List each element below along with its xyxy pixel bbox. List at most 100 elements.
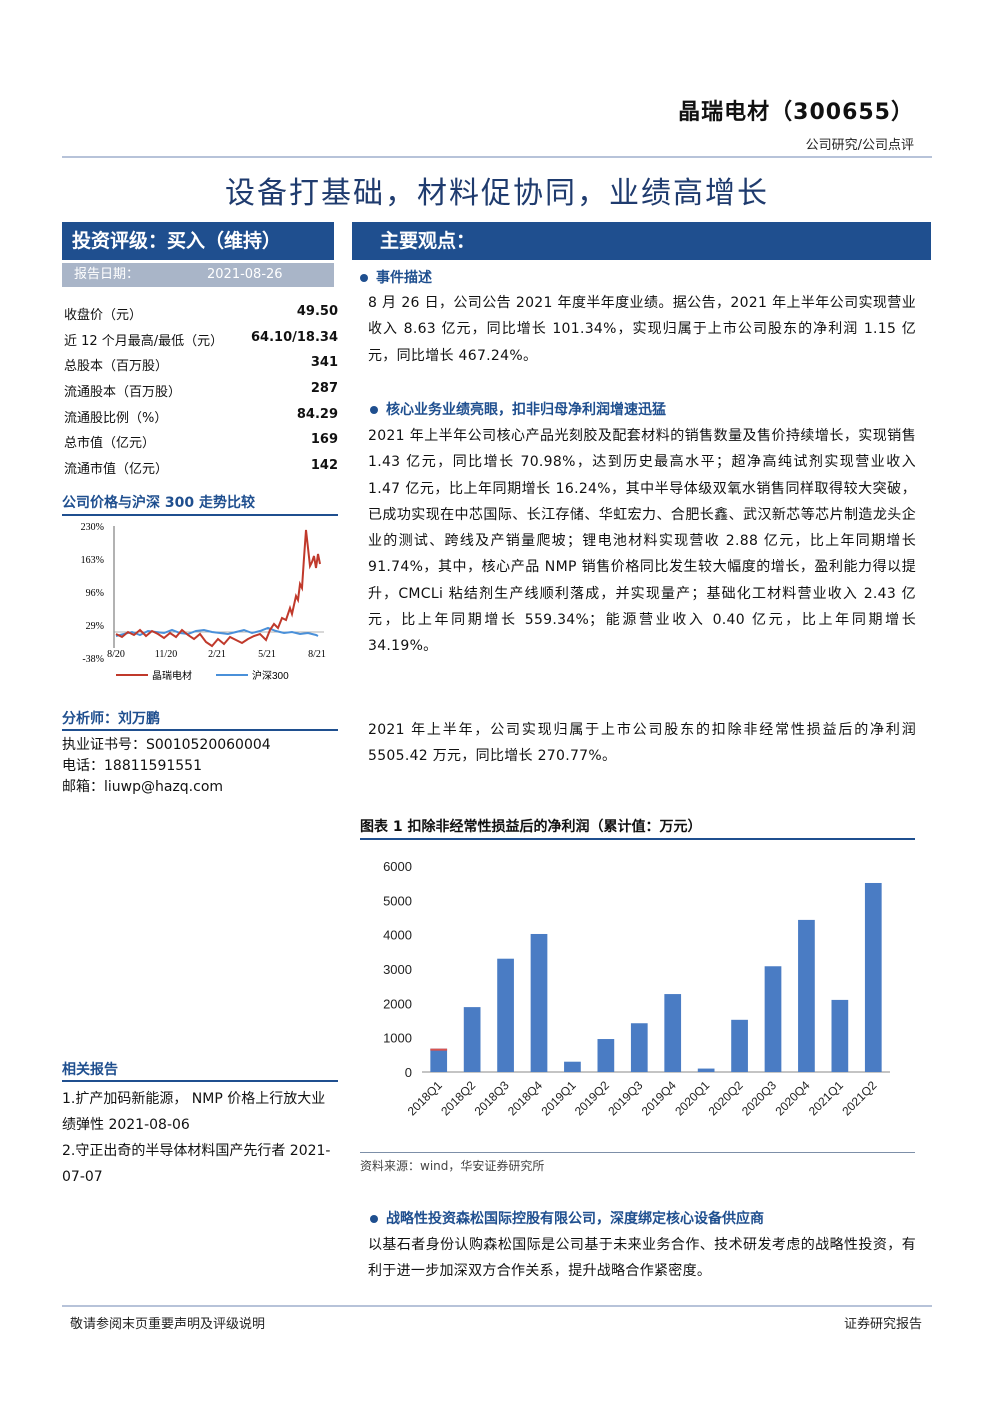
bar	[463, 1007, 481, 1072]
bar	[430, 1048, 448, 1072]
stat-key: 总股本（百万股）	[64, 359, 169, 375]
y-tick-label: 6000	[383, 859, 412, 874]
stat-value: 287	[310, 381, 338, 397]
section-title-event: 事件描述	[360, 267, 432, 287]
bullet-icon	[370, 1215, 378, 1223]
related-reports-list: 1.扩产加码新能源， NMP 价格上行放大业绩弹性 2021-08-06 2.守…	[62, 1086, 338, 1190]
stat-key: 近 12 个月最高/最低（元）	[64, 333, 224, 349]
section-title-text: 事件描述	[376, 270, 432, 286]
section-title-core-business: 核心业务业绩亮眼，扣非归母净利润增速迅猛	[370, 399, 666, 419]
x-tick-label: 2020Q2	[706, 1078, 746, 1118]
rating-banner: 投资评级：买入（维持）	[62, 222, 334, 260]
footer-disclaimer[interactable]: 敬请参阅末页重要声明及评级说明	[70, 1317, 266, 1332]
stat-row: 流通市值（亿元） 142	[62, 456, 338, 482]
legend-company-label: 晶瑞电材	[152, 669, 192, 682]
figure-title: 图表 1 扣除非经常性损益后的净利润（累计值：万元）	[360, 819, 702, 835]
stat-key: 流通股本（百万股）	[64, 385, 182, 401]
x-tick-label: 2021Q1	[806, 1078, 846, 1118]
section-text-event: 8 月 26 日，公司公告 2021 年度半年度业绩。据公告，2021 年上半年…	[368, 295, 916, 364]
legend-index-label: 沪深300	[252, 669, 289, 682]
stat-row: 总市值（亿元） 169	[62, 430, 338, 456]
section-title-strategic-investment: 战略性投资森松国际控股有限公司，深度绑定核心设备供应商	[370, 1208, 764, 1228]
analyst-phone: 电话：18811591551	[62, 758, 202, 774]
y-tick-label: 2000	[383, 996, 412, 1011]
x-tick-label: 2019Q2	[572, 1078, 612, 1118]
bar	[764, 966, 782, 1072]
stat-value: 64.10/18.34	[251, 329, 338, 345]
stat-value: 341	[310, 355, 338, 371]
bar	[564, 1061, 581, 1072]
analyst-title: 分析师：刘万鹏	[62, 711, 160, 727]
stat-row: 流通股本（百万股） 287	[62, 379, 338, 405]
header-divider	[62, 156, 932, 158]
y-tick-label: 0	[405, 1065, 412, 1080]
x-tick-label: 2018Q4	[505, 1078, 545, 1118]
bar	[798, 919, 815, 1072]
y-tick-label: 230%	[81, 522, 104, 533]
figure-source: 资料来源：wind，华安证券研究所	[360, 1159, 545, 1173]
x-tick-label: 2020Q4	[772, 1078, 812, 1118]
stat-value: 84.29	[296, 406, 338, 422]
x-tick-label: 2018Q1	[405, 1078, 445, 1118]
figure-bottom-rule	[360, 1152, 915, 1153]
bar	[630, 1023, 648, 1072]
stat-row: 收盘价（元） 49.50	[62, 302, 338, 328]
bar	[497, 958, 514, 1072]
price-chart-divider	[62, 514, 338, 516]
x-tick-label: 2021Q2	[839, 1078, 879, 1118]
stat-value: 49.50	[296, 304, 338, 319]
x-tick-label: 2/21	[208, 649, 226, 660]
report-date-label: 报告日期：	[74, 267, 140, 282]
report-date-value: 2021-08-26	[207, 267, 283, 282]
x-tick-label: 2019Q4	[639, 1078, 679, 1118]
x-tick-label: 2020Q1	[672, 1078, 712, 1118]
net-profit-bar-chart: 01000200030004000500060002018Q12018Q2201…	[383, 859, 890, 1118]
report-type: 公司研究/公司点评	[805, 138, 914, 153]
related-report-item[interactable]: 1.扩产加码新能源， NMP 价格上行放大业绩弹性 2021-08-06	[62, 1091, 326, 1133]
stat-row: 流通股比例（%） 84.29	[62, 405, 338, 431]
x-tick-label: 5/21	[258, 649, 276, 660]
stat-row: 近 12 个月最高/最低（元） 64.10/18.34	[62, 328, 338, 354]
analyst-divider	[62, 729, 338, 731]
section-text-net-profit: 2021 年上半年，公司实现归属于上市公司股东的扣除非经常性损益后的净利润 55…	[368, 722, 916, 765]
bullet-icon	[360, 274, 368, 282]
x-tick-label: 2019Q1	[538, 1078, 578, 1118]
price-comparison-chart: 230% 163% 96% 29% -38% 8/20 11/20 2/21 5…	[81, 522, 326, 682]
main-points-banner: 主要观点：	[352, 222, 931, 260]
analyst-email[interactable]: 邮箱：liuwp@hazq.com	[62, 779, 224, 795]
x-tick-label: 2018Q3	[472, 1078, 512, 1118]
analyst-info: 执业证书号：S0010520060004 电话：18811591551 邮箱：l…	[62, 735, 271, 798]
stat-key: 总市值（亿元）	[64, 436, 156, 452]
analyst-cert: 执业证书号：S0010520060004	[62, 737, 271, 753]
y-tick-label: 29%	[86, 621, 104, 632]
stat-key: 流通股比例（%）	[64, 410, 168, 426]
x-tick-label: 11/20	[155, 649, 177, 660]
stat-row: 总股本（百万股） 341	[62, 353, 338, 379]
bar-highlight-mark	[430, 1048, 448, 1051]
x-tick-label: 2019Q3	[605, 1078, 645, 1118]
figure-divider	[360, 838, 915, 840]
bullet-icon	[370, 406, 378, 414]
y-tick-label: 4000	[383, 928, 412, 943]
price-chart-title: 公司价格与沪深 300 走势比较	[62, 495, 255, 511]
y-tick-label: 163%	[81, 555, 104, 566]
section-title-text: 战略性投资森松国际控股有限公司，深度绑定核心设备供应商	[386, 1211, 764, 1227]
y-tick-label: 1000	[383, 1031, 412, 1046]
bar	[697, 1068, 715, 1072]
related-divider	[62, 1080, 338, 1082]
section-text-strategic-investment: 以基石者身份认购森松国际是公司基于未来业务合作、技术研发考虑的战略性投资，有利于…	[368, 1237, 916, 1280]
stock-stats: 收盘价（元） 49.50 近 12 个月最高/最低（元） 64.10/18.34 总…	[62, 302, 338, 482]
x-tick-label: 8/20	[107, 649, 125, 660]
related-reports-title: 相关报告	[62, 1062, 118, 1078]
report-headline: 设备打基础，材料促协同，业绩高增长	[225, 176, 769, 211]
bar	[664, 994, 682, 1072]
report-date-bar: 报告日期： 2021-08-26	[62, 263, 334, 287]
bar	[597, 1039, 615, 1072]
x-tick-label: 2020Q3	[739, 1078, 779, 1118]
y-tick-label: 5000	[383, 893, 412, 908]
company-series-line	[115, 529, 321, 648]
related-report-item[interactable]: 2.守正出奇的半导体材料国产先行者 2021-07-07	[62, 1143, 331, 1185]
stat-value: 169	[310, 432, 338, 448]
x-tick-label: 8/21	[308, 649, 326, 660]
footer-report-type: 证券研究报告	[843, 1317, 922, 1332]
